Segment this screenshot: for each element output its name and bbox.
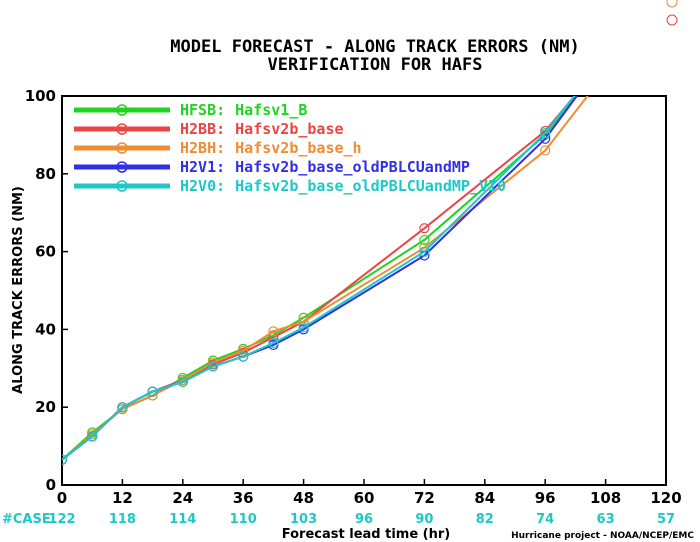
- legend-marker: [116, 180, 128, 192]
- x-tick-label: 72: [414, 489, 435, 507]
- case-count: 63: [597, 512, 615, 527]
- data-point: [419, 223, 430, 234]
- x-tick-label: 96: [535, 489, 556, 507]
- legend-label: HFSB: Hafsv1_B: [180, 101, 307, 119]
- case-count: 96: [355, 512, 373, 527]
- legend-marker: [116, 123, 128, 135]
- x-tick-label: 60: [354, 489, 375, 507]
- legend-label: H2BH: Hafsv2b_base_h: [180, 139, 362, 157]
- y-tick-label: 80: [35, 165, 56, 183]
- legend-item: H2V1: Hafsv2b_base_oldPBLCUandMP: [74, 158, 470, 176]
- x-axis-label: Forecast lead time (hr): [282, 527, 450, 542]
- case-count: 114: [169, 512, 196, 527]
- x-tick-label: 0: [57, 489, 67, 507]
- case-count-label: #CASE: [2, 512, 51, 527]
- data-point: [207, 361, 219, 372]
- series-h2v0: [62, 96, 576, 465]
- case-count: 122: [48, 512, 75, 527]
- legend-label: H2V1: Hafsv2b_base_oldPBLCUandMP: [180, 158, 470, 176]
- case-count: 74: [536, 512, 554, 527]
- data-point: [177, 376, 188, 388]
- case-count: 90: [415, 512, 433, 527]
- case-count: 82: [476, 512, 494, 527]
- legend-marker: [116, 142, 128, 154]
- legend-item: H2BB: Hafsv2b_base: [74, 120, 344, 138]
- credit-text: Hurricane project - NOAA/NCEP/EMC: [511, 531, 694, 541]
- chart-title: MODEL FORECAST - ALONG TRACK ERRORS (NM): [170, 37, 579, 57]
- data-point: [238, 351, 249, 362]
- x-tick-label: 120: [650, 489, 681, 507]
- corner-marker-orange: [666, 0, 678, 8]
- x-tick-label: 36: [233, 489, 254, 507]
- x-tick-label: 108: [590, 489, 621, 507]
- y-tick-label: 0: [46, 476, 56, 494]
- case-count: 57: [657, 512, 675, 527]
- case-count: 118: [109, 512, 136, 527]
- y-tick-label: 100: [25, 87, 56, 105]
- data-point: [419, 246, 430, 257]
- legend-item: H2BH: Hafsv2b_base_h: [74, 139, 362, 157]
- x-tick-label: 48: [293, 489, 314, 507]
- x-tick-label: 84: [474, 489, 495, 507]
- legend-marker: [116, 104, 128, 116]
- chart-subtitle: VERIFICATION FOR HAFS: [268, 55, 483, 75]
- data-point: [540, 127, 551, 139]
- data-point: [147, 386, 158, 397]
- legend-label: H2BB: Hafsv2b_base: [180, 120, 344, 138]
- corner-marker-red: [666, 14, 678, 26]
- data-point: [238, 345, 249, 356]
- data-point: [298, 322, 309, 333]
- legend-item: HFSB: Hafsv1_B: [74, 101, 307, 119]
- legend-label: H2V0: Hafsv2b_base_oldPBLCUandMP_VI0: [180, 177, 506, 195]
- data-point: [268, 332, 279, 343]
- y-tick-label: 20: [35, 398, 56, 416]
- x-tick-label: 24: [172, 489, 193, 507]
- legend-item: H2V0: Hafsv2b_base_oldPBLCUandMP_VI0: [74, 177, 506, 195]
- data-point: [268, 337, 279, 349]
- data-point: [540, 145, 551, 156]
- legend-marker: [116, 161, 128, 173]
- data-point: [419, 234, 430, 246]
- data-point: [87, 431, 98, 442]
- series-line: [62, 96, 576, 461]
- axis-ticks: 0 122 12 118 24 114 36 110 48 103 60 96 72 90 84 82 96 74…: [25, 87, 682, 527]
- case-count: 103: [290, 512, 317, 527]
- y-axis-label: ALONG TRACK ERRORS (NM): [11, 186, 26, 394]
- y-tick-label: 40: [35, 320, 56, 338]
- data-point: [298, 316, 309, 327]
- y-tick-label: 60: [35, 243, 56, 261]
- series-layer: [62, 96, 589, 465]
- data-point: [117, 402, 128, 413]
- data-point: [62, 454, 68, 465]
- data-point: [268, 326, 279, 337]
- x-tick-label: 12: [112, 489, 133, 507]
- case-count: 110: [230, 512, 257, 527]
